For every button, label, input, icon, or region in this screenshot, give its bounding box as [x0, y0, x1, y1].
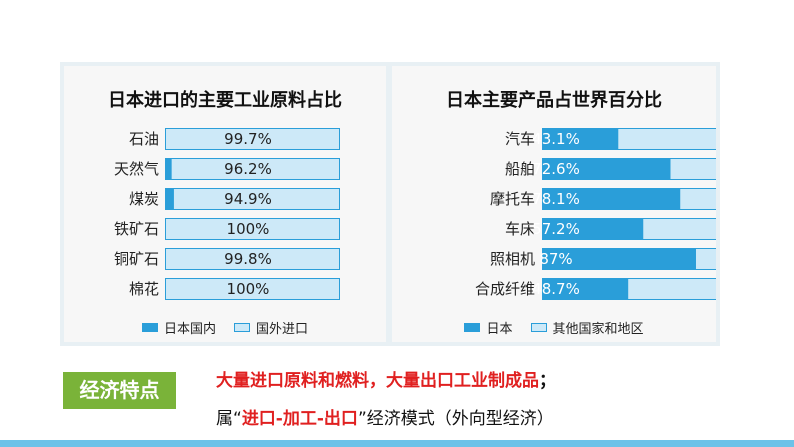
- bottom-accent-strip: [0, 440, 794, 447]
- bar-outline: [542, 278, 716, 300]
- category-label: 摩托车: [490, 190, 535, 208]
- bar-outline: [542, 158, 716, 180]
- bar-background: [165, 188, 340, 210]
- legend-label: 日本: [486, 322, 513, 337]
- category-label: 合成纤维: [475, 280, 535, 298]
- legend-swatch: [234, 323, 250, 332]
- chart-figure: 日本进口的主要工业原料占比 石油 99.7% 天然气 96.2% 煤炭 94.9% 铁矿石 1…: [60, 62, 720, 346]
- bar-outline: [165, 248, 340, 270]
- legend-item: 日本: [464, 318, 513, 337]
- data-label: 100%: [227, 220, 270, 238]
- data-label: 99.8%: [224, 250, 272, 268]
- chart-panel-imports: 日本进口的主要工业原料占比 石油 99.7% 天然气 96.2% 煤炭 94.9% 铁矿石 1…: [64, 66, 386, 342]
- category-label: 汽车: [505, 130, 535, 148]
- chart-legend: 日本 其他国家和地区: [392, 318, 716, 337]
- bar-background: [165, 278, 340, 300]
- data-label: 78.1%: [532, 190, 580, 208]
- feature-badge: 经济特点: [63, 372, 176, 409]
- bar-日本国内: [165, 158, 172, 180]
- bar-日本: [542, 278, 629, 300]
- category-label: 煤炭: [129, 190, 159, 208]
- bar-outline: [542, 128, 716, 150]
- economic-mode-prefix: 属“: [216, 409, 242, 429]
- bar-outline: [165, 128, 340, 150]
- bar-outline: [165, 158, 340, 180]
- chart-title: 日本主要产品占世界百分比: [446, 90, 662, 111]
- category-label: 铜矿石: [114, 250, 159, 268]
- bar-日本: [542, 128, 619, 150]
- chart-legend: 日本国内 国外进口: [64, 318, 386, 337]
- data-label: 100%: [227, 280, 270, 298]
- data-label: 57.2%: [532, 220, 580, 238]
- bar-outline: [542, 248, 716, 270]
- bar-日本: [542, 158, 671, 180]
- category-label: 石油: [129, 130, 159, 148]
- bar-background: [165, 248, 340, 270]
- bar-outline: [165, 188, 340, 210]
- category-label: 船舶: [505, 160, 535, 178]
- chart-panel-world-share: 日本主要产品占世界百分比 汽车 43.1% 船舶 72.6% 摩托车 78.1% 车床 57.…: [392, 66, 716, 342]
- category-label: 天然气: [114, 160, 159, 178]
- bar-日本: [542, 218, 644, 240]
- legend-swatch: [464, 323, 481, 332]
- legend-item: 日本国内: [141, 318, 216, 337]
- legend-label: 国外进口: [256, 322, 309, 337]
- bar-outline: [165, 218, 340, 240]
- legend-label: 日本国内: [163, 322, 216, 337]
- bar-日本: [542, 248, 696, 270]
- data-label: 48.7%: [532, 280, 580, 298]
- bar-background: [165, 128, 340, 150]
- economic-mode: 属“进口-加工-出口”经济模式（外向型经济）: [216, 404, 554, 429]
- bar-日本国内: [165, 188, 174, 210]
- data-label: 43.1%: [532, 130, 580, 148]
- data-label: 87%: [539, 250, 572, 268]
- data-label: 96.2%: [224, 160, 272, 178]
- chart-title: 日本进口的主要工业原料占比: [108, 90, 342, 111]
- economic-mode-suffix: ”经济模式（外向型经济）: [357, 409, 554, 429]
- legend-label: 其他国家和地区: [552, 322, 644, 337]
- feature-summary-punct: ；: [539, 371, 556, 391]
- category-label: 车床: [505, 220, 535, 238]
- bar-outline: [542, 218, 716, 240]
- legend-item: 国外进口: [234, 318, 308, 337]
- category-label: 棉花: [129, 280, 159, 298]
- chart-svg: 石油 99.7% 天然气 96.2% 煤炭 94.9% 铁矿石 100% 铜矿石 99.8% 棉花 1…: [114, 128, 340, 300]
- legend-item: 其他国家和地区: [530, 318, 644, 337]
- bar-outline: [165, 278, 340, 300]
- data-label: 72.6%: [532, 160, 580, 178]
- feature-summary: 大量进口原料和燃料，大量出口工业制成品；: [216, 366, 556, 391]
- bar-background: [165, 218, 340, 240]
- legend-swatch: [530, 323, 547, 332]
- data-label: 94.9%: [224, 190, 272, 208]
- data-label: 99.7%: [224, 130, 272, 148]
- economic-mode-highlight: 进口-加工-出口: [241, 409, 358, 429]
- feature-summary-text: 大量进口原料和燃料，大量出口工业制成品: [216, 371, 539, 391]
- category-label: 照相机: [490, 250, 535, 268]
- bar-outline: [542, 188, 716, 210]
- bar-日本: [542, 188, 681, 210]
- category-label: 铁矿石: [114, 220, 159, 238]
- bar-background: [165, 158, 340, 180]
- legend-swatch: [141, 323, 158, 332]
